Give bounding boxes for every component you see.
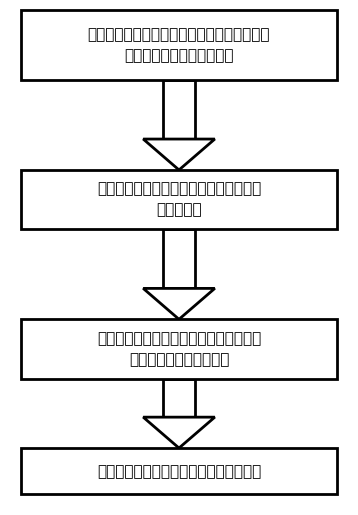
FancyBboxPatch shape (163, 379, 195, 417)
Polygon shape (143, 288, 215, 319)
Text: 获取测量全过程时间及对应时刻下的超声
波传播时间: 获取测量全过程时间及对应时刻下的超声 波传播时间 (97, 182, 261, 217)
Text: 获得试件内部不同时刻的温度场分布状态: 获得试件内部不同时刻的温度场分布状态 (97, 464, 261, 479)
Polygon shape (143, 139, 215, 170)
Polygon shape (143, 417, 215, 448)
FancyBboxPatch shape (163, 80, 195, 139)
FancyBboxPatch shape (163, 229, 195, 288)
FancyBboxPatch shape (21, 448, 337, 494)
Text: 根据热传导反问题的目标函数和约束条件
得到等效的温度边界条件: 根据热传导反问题的目标函数和约束条件 得到等效的温度边界条件 (97, 331, 261, 367)
FancyBboxPatch shape (21, 319, 337, 379)
Text: 基于被测试件母材的标定试验，拟合超声波传
播时间与温度的函数关系式: 基于被测试件母材的标定试验，拟合超声波传 播时间与温度的函数关系式 (88, 27, 270, 63)
FancyBboxPatch shape (21, 10, 337, 80)
FancyBboxPatch shape (21, 170, 337, 229)
